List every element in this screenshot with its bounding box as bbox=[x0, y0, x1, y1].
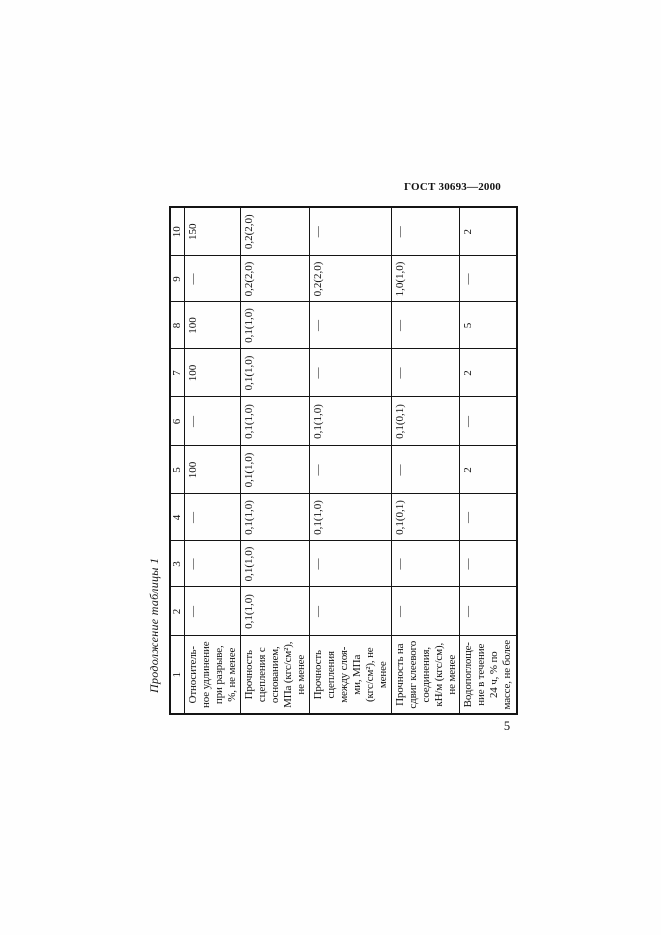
row-header-cell: Прочность сцепления между слоя- ми, МПа … bbox=[309, 636, 392, 714]
table-row-water-absorption: Водопоглоще- ние в течение 24 ч, % по ма… bbox=[459, 207, 517, 714]
table-cell: 0,1(0,1) bbox=[391, 494, 460, 541]
row-header-cell: Относитель- ное удлинение при разрыве, %… bbox=[184, 636, 241, 714]
column-number-9: 9 bbox=[170, 256, 185, 302]
table-cell: — bbox=[184, 541, 241, 587]
column-number-1: 1 bbox=[170, 636, 185, 714]
table-row-base-adhesion: Прочность сцепления с основанием, МПа (к… bbox=[240, 207, 310, 714]
table-cell: 5 bbox=[459, 302, 517, 349]
characteristics-table: 1 2 3 4 5 6 7 8 9 10 Относитель- ное удл… bbox=[169, 206, 518, 715]
table-cell: — bbox=[459, 397, 517, 446]
table-cell: 0,2(2,0) bbox=[240, 207, 310, 256]
table-cell: — bbox=[391, 446, 460, 494]
table-cell: — bbox=[184, 397, 241, 446]
page-number: 5 bbox=[503, 719, 511, 733]
table-logical-view: Продолжение таблицы 1 1 2 3 4 5 6 7 8 bbox=[146, 206, 518, 715]
table-cell: 0,1(1,0) bbox=[309, 397, 392, 446]
table-cell: — bbox=[184, 256, 241, 302]
column-number-6: 6 bbox=[170, 397, 185, 446]
table-row-shear-strength: Прочность на сдвиг клеевого соединения, … bbox=[391, 207, 460, 714]
row-header-cell: Водопоглоще- ние в течение 24 ч, % по ма… bbox=[459, 636, 517, 714]
table-cell: 0,1(1,0) bbox=[240, 541, 310, 587]
table-cell: 150 bbox=[184, 207, 241, 256]
table-cell: — bbox=[391, 207, 460, 256]
column-numbers-row: 1 2 3 4 5 6 7 8 9 10 bbox=[170, 207, 185, 714]
column-number-10: 10 bbox=[170, 207, 185, 256]
table-cell: — bbox=[184, 587, 241, 636]
table-row-interlayer-adhesion: Прочность сцепления между слоя- ми, МПа … bbox=[309, 207, 392, 714]
table-cell: 0,2(2,0) bbox=[309, 256, 392, 302]
row-header-cell: Прочность на сдвиг клеевого соединения, … bbox=[391, 636, 460, 714]
table-caption: Продолжение таблицы 1 bbox=[147, 557, 161, 693]
table-cell: — bbox=[391, 349, 460, 397]
table-cell: 0,1(1,0) bbox=[240, 397, 310, 446]
table-cell: 0,1(1,0) bbox=[240, 302, 310, 349]
rotated-table-area: Продолжение таблицы 1 1 2 3 4 5 6 7 8 bbox=[146, 206, 518, 715]
table-row-elongation: Относитель- ное удлинение при разрыве, %… bbox=[184, 207, 241, 714]
table-cell: — bbox=[309, 349, 392, 397]
table-cell: — bbox=[391, 302, 460, 349]
table-cell: — bbox=[309, 302, 392, 349]
table-cell: 1,0(1,0) bbox=[391, 256, 460, 302]
table-cell: — bbox=[391, 587, 460, 636]
table-cell: 100 bbox=[184, 446, 241, 494]
table-cell: 0,1(1,0) bbox=[240, 446, 310, 494]
column-number-3: 3 bbox=[170, 541, 185, 587]
column-number-5: 5 bbox=[170, 446, 185, 494]
table-cell: 2 bbox=[459, 349, 517, 397]
table-cell: — bbox=[459, 541, 517, 587]
table-cell: 0,1(1,0) bbox=[240, 494, 310, 541]
table-cell: 0,1(1,0) bbox=[309, 494, 392, 541]
table-cell: — bbox=[391, 541, 460, 587]
table-cell: — bbox=[309, 587, 392, 636]
table-cell: 2 bbox=[459, 446, 517, 494]
table-cell: — bbox=[309, 446, 392, 494]
table-cell: 0,1(1,0) bbox=[240, 349, 310, 397]
table-cell: — bbox=[309, 207, 392, 256]
table-cell: 2 bbox=[459, 207, 517, 256]
row-header-cell: Прочность сцепления с основанием, МПа (к… bbox=[240, 636, 310, 714]
table-cell: 0,1(1,0) bbox=[240, 587, 310, 636]
table-cell: 0,2(2,0) bbox=[240, 256, 310, 302]
table-cell: — bbox=[184, 494, 241, 541]
table-cell: — bbox=[309, 541, 392, 587]
column-number-7: 7 bbox=[170, 349, 185, 397]
document-standard-header: ГОСТ 30693—2000 bbox=[404, 181, 501, 193]
column-number-2: 2 bbox=[170, 587, 185, 636]
table-cell: 0,1(0,1) bbox=[391, 397, 460, 446]
table-cell: — bbox=[459, 587, 517, 636]
column-number-8: 8 bbox=[170, 302, 185, 349]
table-cell: — bbox=[459, 256, 517, 302]
table-cell: — bbox=[459, 494, 517, 541]
table-cell: 100 bbox=[184, 349, 241, 397]
column-number-4: 4 bbox=[170, 494, 185, 541]
table-cell: 100 bbox=[184, 302, 241, 349]
